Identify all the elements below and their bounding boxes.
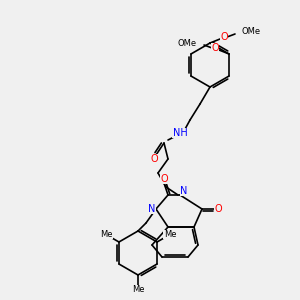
Text: O: O [211, 43, 219, 53]
Text: OMe: OMe [241, 28, 260, 37]
Text: Me: Me [132, 286, 144, 295]
Text: N: N [180, 186, 188, 196]
Text: O: O [214, 204, 222, 214]
Text: O: O [160, 174, 168, 184]
Text: O: O [220, 32, 228, 42]
Text: N: N [148, 204, 156, 214]
Text: NH: NH [172, 128, 188, 138]
Text: Me: Me [164, 230, 176, 239]
Text: OMe: OMe [178, 38, 197, 47]
Text: O: O [150, 154, 158, 164]
Text: Me: Me [132, 286, 144, 295]
Text: Me: Me [100, 230, 112, 239]
